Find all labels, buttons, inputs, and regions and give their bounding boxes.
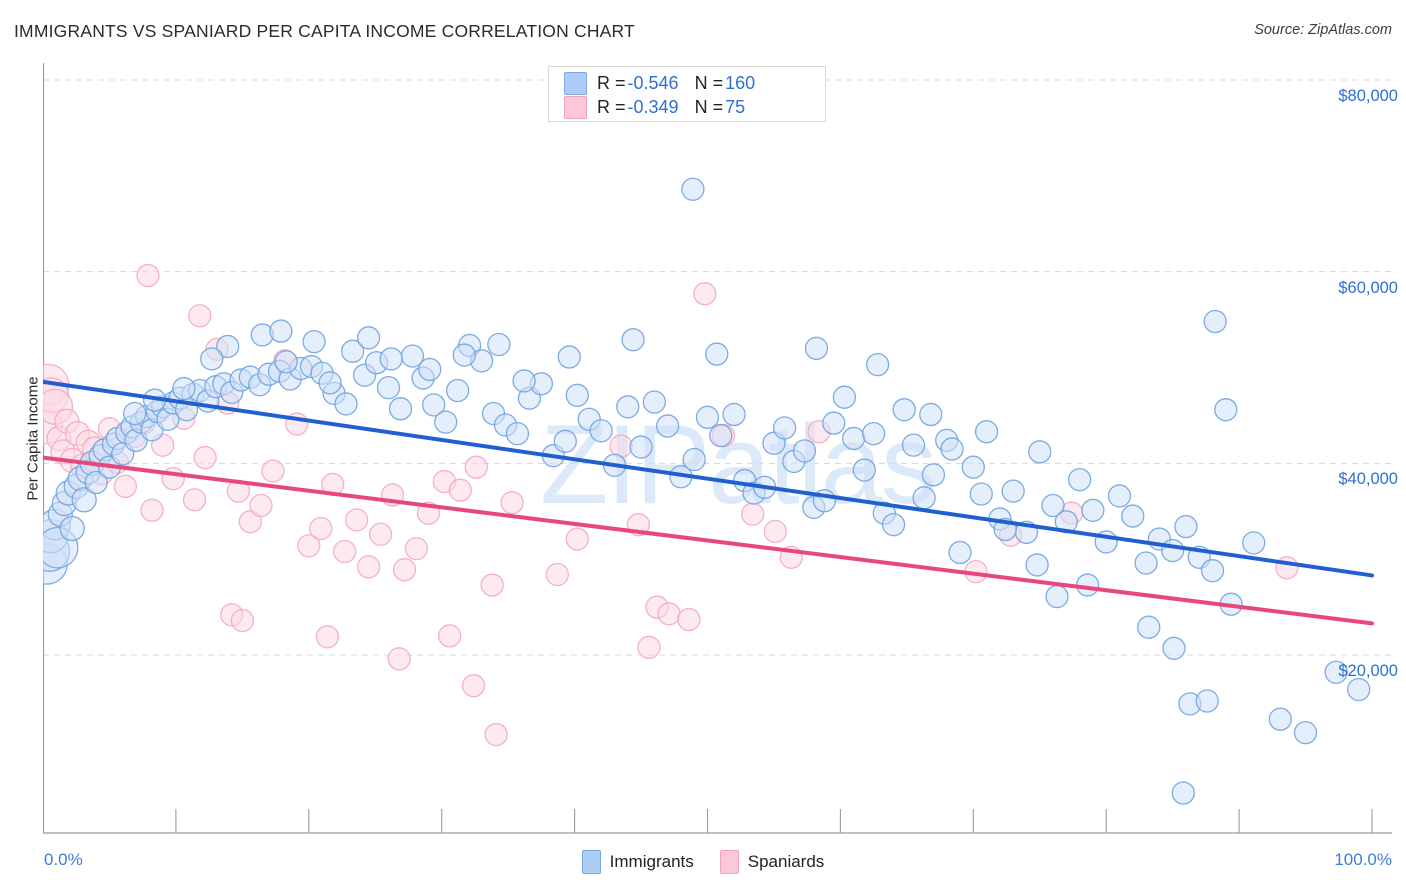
series-swatch-immigrants	[582, 850, 601, 874]
y-tick-label: $80,000	[1338, 87, 1398, 106]
stats-legend-row-spaniards: R = -0.349 N = 75	[564, 94, 745, 120]
series-legend: Immigrants Spaniards	[0, 850, 1406, 874]
n-value-spaniards: 75	[725, 97, 745, 118]
page-title: IMMIGRANTS VS SPANIARD PER CAPITA INCOME…	[14, 21, 635, 42]
r-value-spaniards: -0.349	[628, 97, 679, 118]
scatter-canvas	[43, 63, 1392, 835]
series-label-immigrants: Immigrants	[610, 852, 694, 872]
y-tick-label: $20,000	[1338, 662, 1398, 681]
n-label-immigrants: N =	[695, 73, 724, 94]
legend-swatch-immigrants	[564, 72, 587, 95]
n-label-spaniards: N =	[695, 97, 724, 118]
r-label-spaniards: R =	[597, 97, 626, 118]
legend-swatch-spaniards	[564, 96, 587, 119]
r-value-immigrants: -0.546	[628, 73, 679, 94]
y-axis-label: Per Capita Income	[25, 339, 42, 539]
series-swatch-spaniards	[720, 850, 739, 874]
n-value-immigrants: 160	[725, 73, 755, 94]
plot-area	[43, 63, 1392, 835]
y-tick-label: $60,000	[1338, 279, 1398, 298]
y-tick-label: $40,000	[1338, 470, 1398, 489]
series-label-spaniards: Spaniards	[748, 852, 825, 872]
series-legend-item-immigrants[interactable]: Immigrants	[582, 850, 694, 874]
source-label: Source: ZipAtlas.com	[1254, 22, 1392, 38]
series-legend-item-spaniards[interactable]: Spaniards	[720, 850, 825, 874]
stats-legend-row-immigrants: R = -0.546 N = 160	[564, 70, 755, 96]
r-label-immigrants: R =	[597, 73, 626, 94]
stats-legend: R = -0.546 N = 160 R = -0.349 N = 75	[548, 66, 826, 122]
correlation-chart: IMMIGRANTS VS SPANIARD PER CAPITA INCOME…	[0, 0, 1406, 892]
